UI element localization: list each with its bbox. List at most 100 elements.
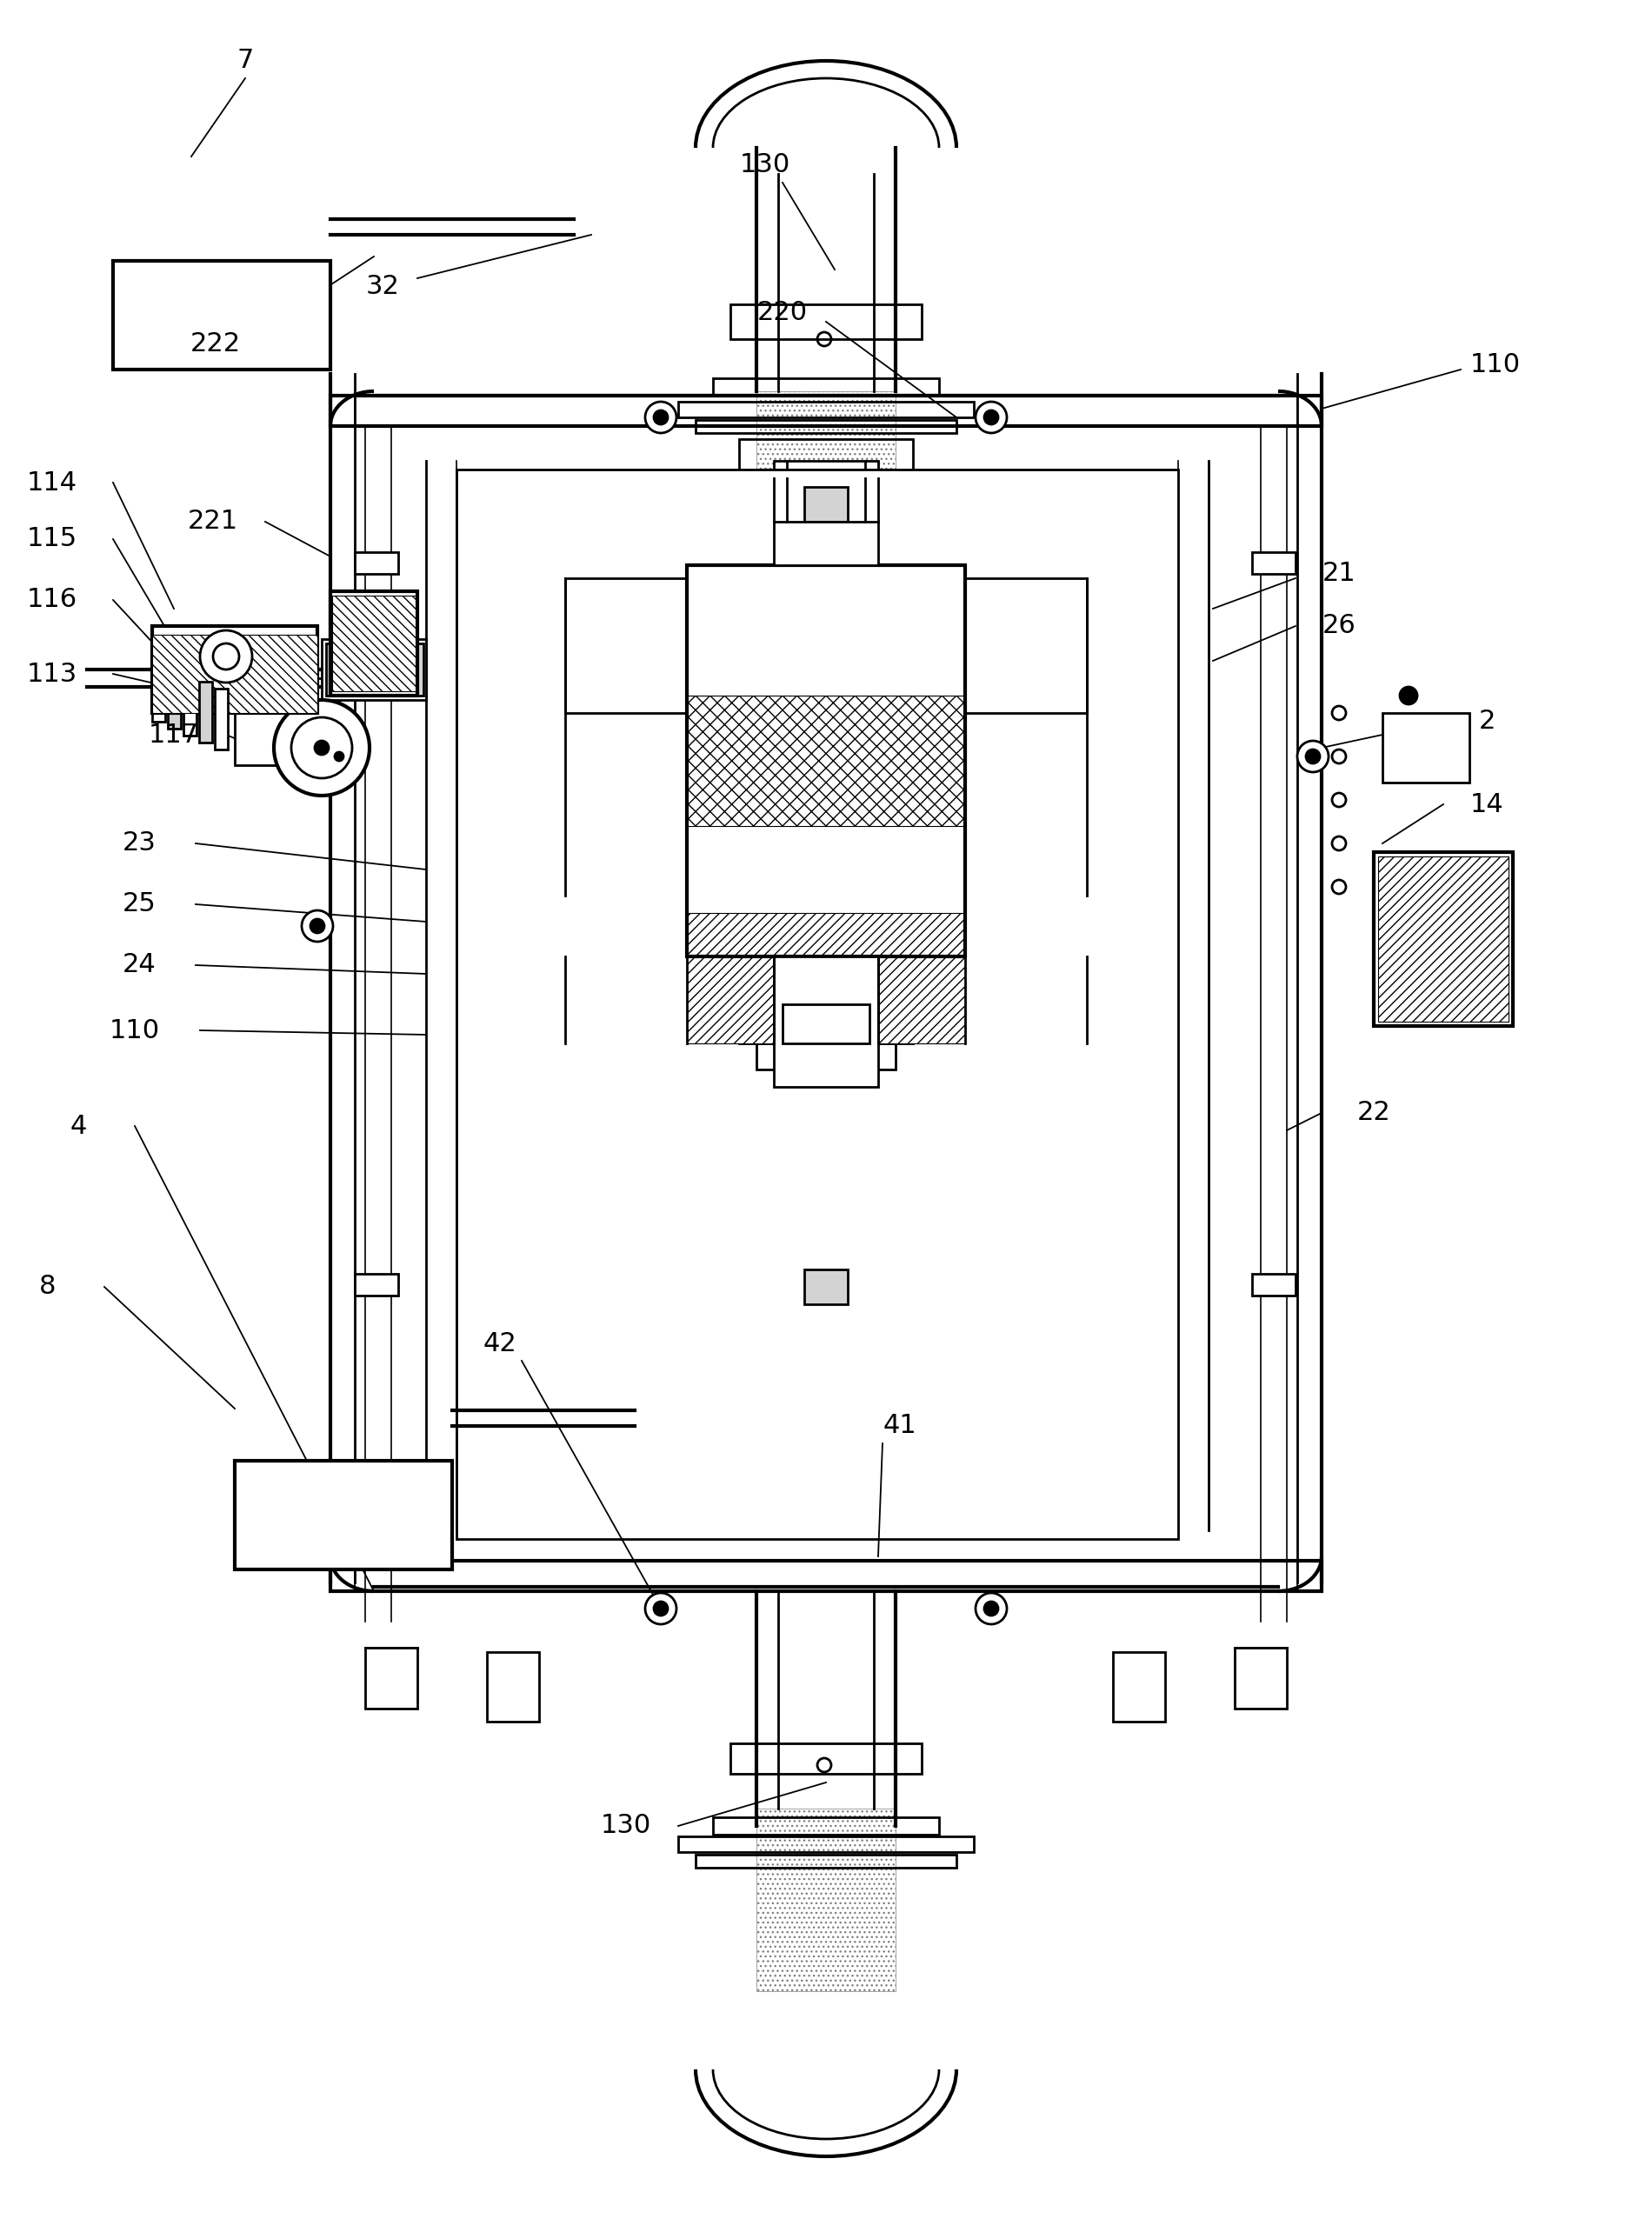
Circle shape	[302, 911, 334, 942]
Text: 110: 110	[109, 1018, 160, 1042]
Text: 23: 23	[122, 830, 155, 857]
Circle shape	[213, 643, 240, 670]
Circle shape	[1399, 687, 1417, 705]
Text: 116: 116	[26, 587, 78, 612]
Bar	[365, 1647, 418, 1707]
Bar	[325, 643, 423, 696]
Text: 8: 8	[40, 1274, 56, 1299]
Bar	[355, 395, 1297, 426]
Bar	[322, 638, 426, 701]
Circle shape	[1332, 705, 1346, 721]
Circle shape	[654, 1603, 667, 1616]
Bar	[456, 469, 1178, 1540]
Bar	[757, 1808, 895, 1991]
Text: 42: 42	[482, 1330, 517, 1357]
Bar	[487, 1652, 539, 1721]
Circle shape	[985, 411, 998, 424]
Bar	[687, 565, 965, 958]
Bar	[687, 696, 965, 826]
Text: 26: 26	[1322, 614, 1356, 638]
Circle shape	[1332, 792, 1346, 808]
Bar	[152, 625, 317, 712]
Bar	[330, 395, 1322, 426]
Bar	[330, 591, 418, 696]
Circle shape	[818, 1759, 831, 1772]
Bar	[679, 1837, 973, 1853]
Bar	[330, 1560, 1322, 1591]
Bar	[813, 469, 839, 491]
Circle shape	[291, 716, 352, 779]
Bar	[112, 261, 330, 371]
Text: 22: 22	[1356, 1100, 1391, 1125]
Bar	[965, 696, 1113, 826]
Circle shape	[646, 402, 676, 433]
Bar	[355, 1274, 398, 1295]
Text: 114: 114	[26, 471, 78, 496]
Text: 113: 113	[26, 661, 78, 687]
Bar	[1234, 1647, 1287, 1707]
Bar	[757, 1042, 895, 1069]
Text: 117: 117	[149, 723, 200, 748]
Circle shape	[311, 920, 324, 933]
Bar	[773, 460, 879, 574]
Bar	[773, 522, 879, 565]
Bar	[200, 681, 211, 743]
Bar	[730, 304, 922, 339]
Bar	[695, 420, 957, 433]
Text: 25: 25	[122, 891, 155, 917]
Bar	[714, 377, 938, 395]
Bar	[805, 1270, 847, 1303]
Circle shape	[1297, 741, 1328, 772]
Bar	[757, 391, 895, 609]
Text: 220: 220	[757, 301, 808, 326]
Circle shape	[1308, 752, 1317, 761]
Bar	[714, 1817, 938, 1835]
Circle shape	[1307, 750, 1320, 763]
Bar	[965, 578, 1087, 712]
Circle shape	[985, 1603, 998, 1616]
Text: 115: 115	[26, 527, 78, 551]
Text: 14: 14	[1470, 792, 1503, 817]
Bar	[355, 551, 398, 574]
Circle shape	[976, 402, 1006, 433]
Circle shape	[274, 701, 370, 795]
Bar	[355, 1560, 1297, 1591]
Bar	[565, 578, 687, 712]
Text: 130: 130	[740, 152, 790, 179]
Bar	[183, 674, 197, 737]
Bar	[773, 958, 879, 1087]
Bar	[695, 1855, 957, 1868]
Bar	[235, 679, 339, 766]
Bar	[679, 402, 973, 417]
Bar	[1374, 853, 1513, 1027]
Circle shape	[646, 1594, 676, 1625]
Circle shape	[335, 752, 344, 761]
Bar	[687, 565, 965, 958]
Text: 7: 7	[236, 49, 254, 74]
Bar	[169, 667, 180, 728]
Circle shape	[818, 333, 831, 346]
Bar	[738, 1009, 914, 1042]
Text: 32: 32	[365, 275, 400, 299]
Bar	[152, 661, 165, 721]
Text: 110: 110	[1470, 353, 1521, 377]
Bar	[215, 690, 228, 750]
Circle shape	[1332, 837, 1346, 850]
Bar	[332, 596, 416, 692]
Text: 21: 21	[1322, 560, 1356, 587]
Circle shape	[1332, 879, 1346, 893]
Bar	[1378, 857, 1508, 1022]
Text: 221: 221	[188, 509, 238, 533]
Circle shape	[200, 629, 253, 683]
Circle shape	[976, 1594, 1006, 1625]
Bar	[1113, 1652, 1165, 1721]
Text: 2: 2	[1479, 710, 1495, 734]
Bar	[539, 913, 687, 1042]
Bar	[1252, 551, 1295, 574]
Bar	[1383, 712, 1469, 783]
Bar	[805, 487, 847, 522]
Bar	[687, 913, 965, 1042]
Text: 130: 130	[601, 1812, 651, 1839]
Bar	[152, 634, 317, 712]
Text: 222: 222	[190, 330, 241, 357]
